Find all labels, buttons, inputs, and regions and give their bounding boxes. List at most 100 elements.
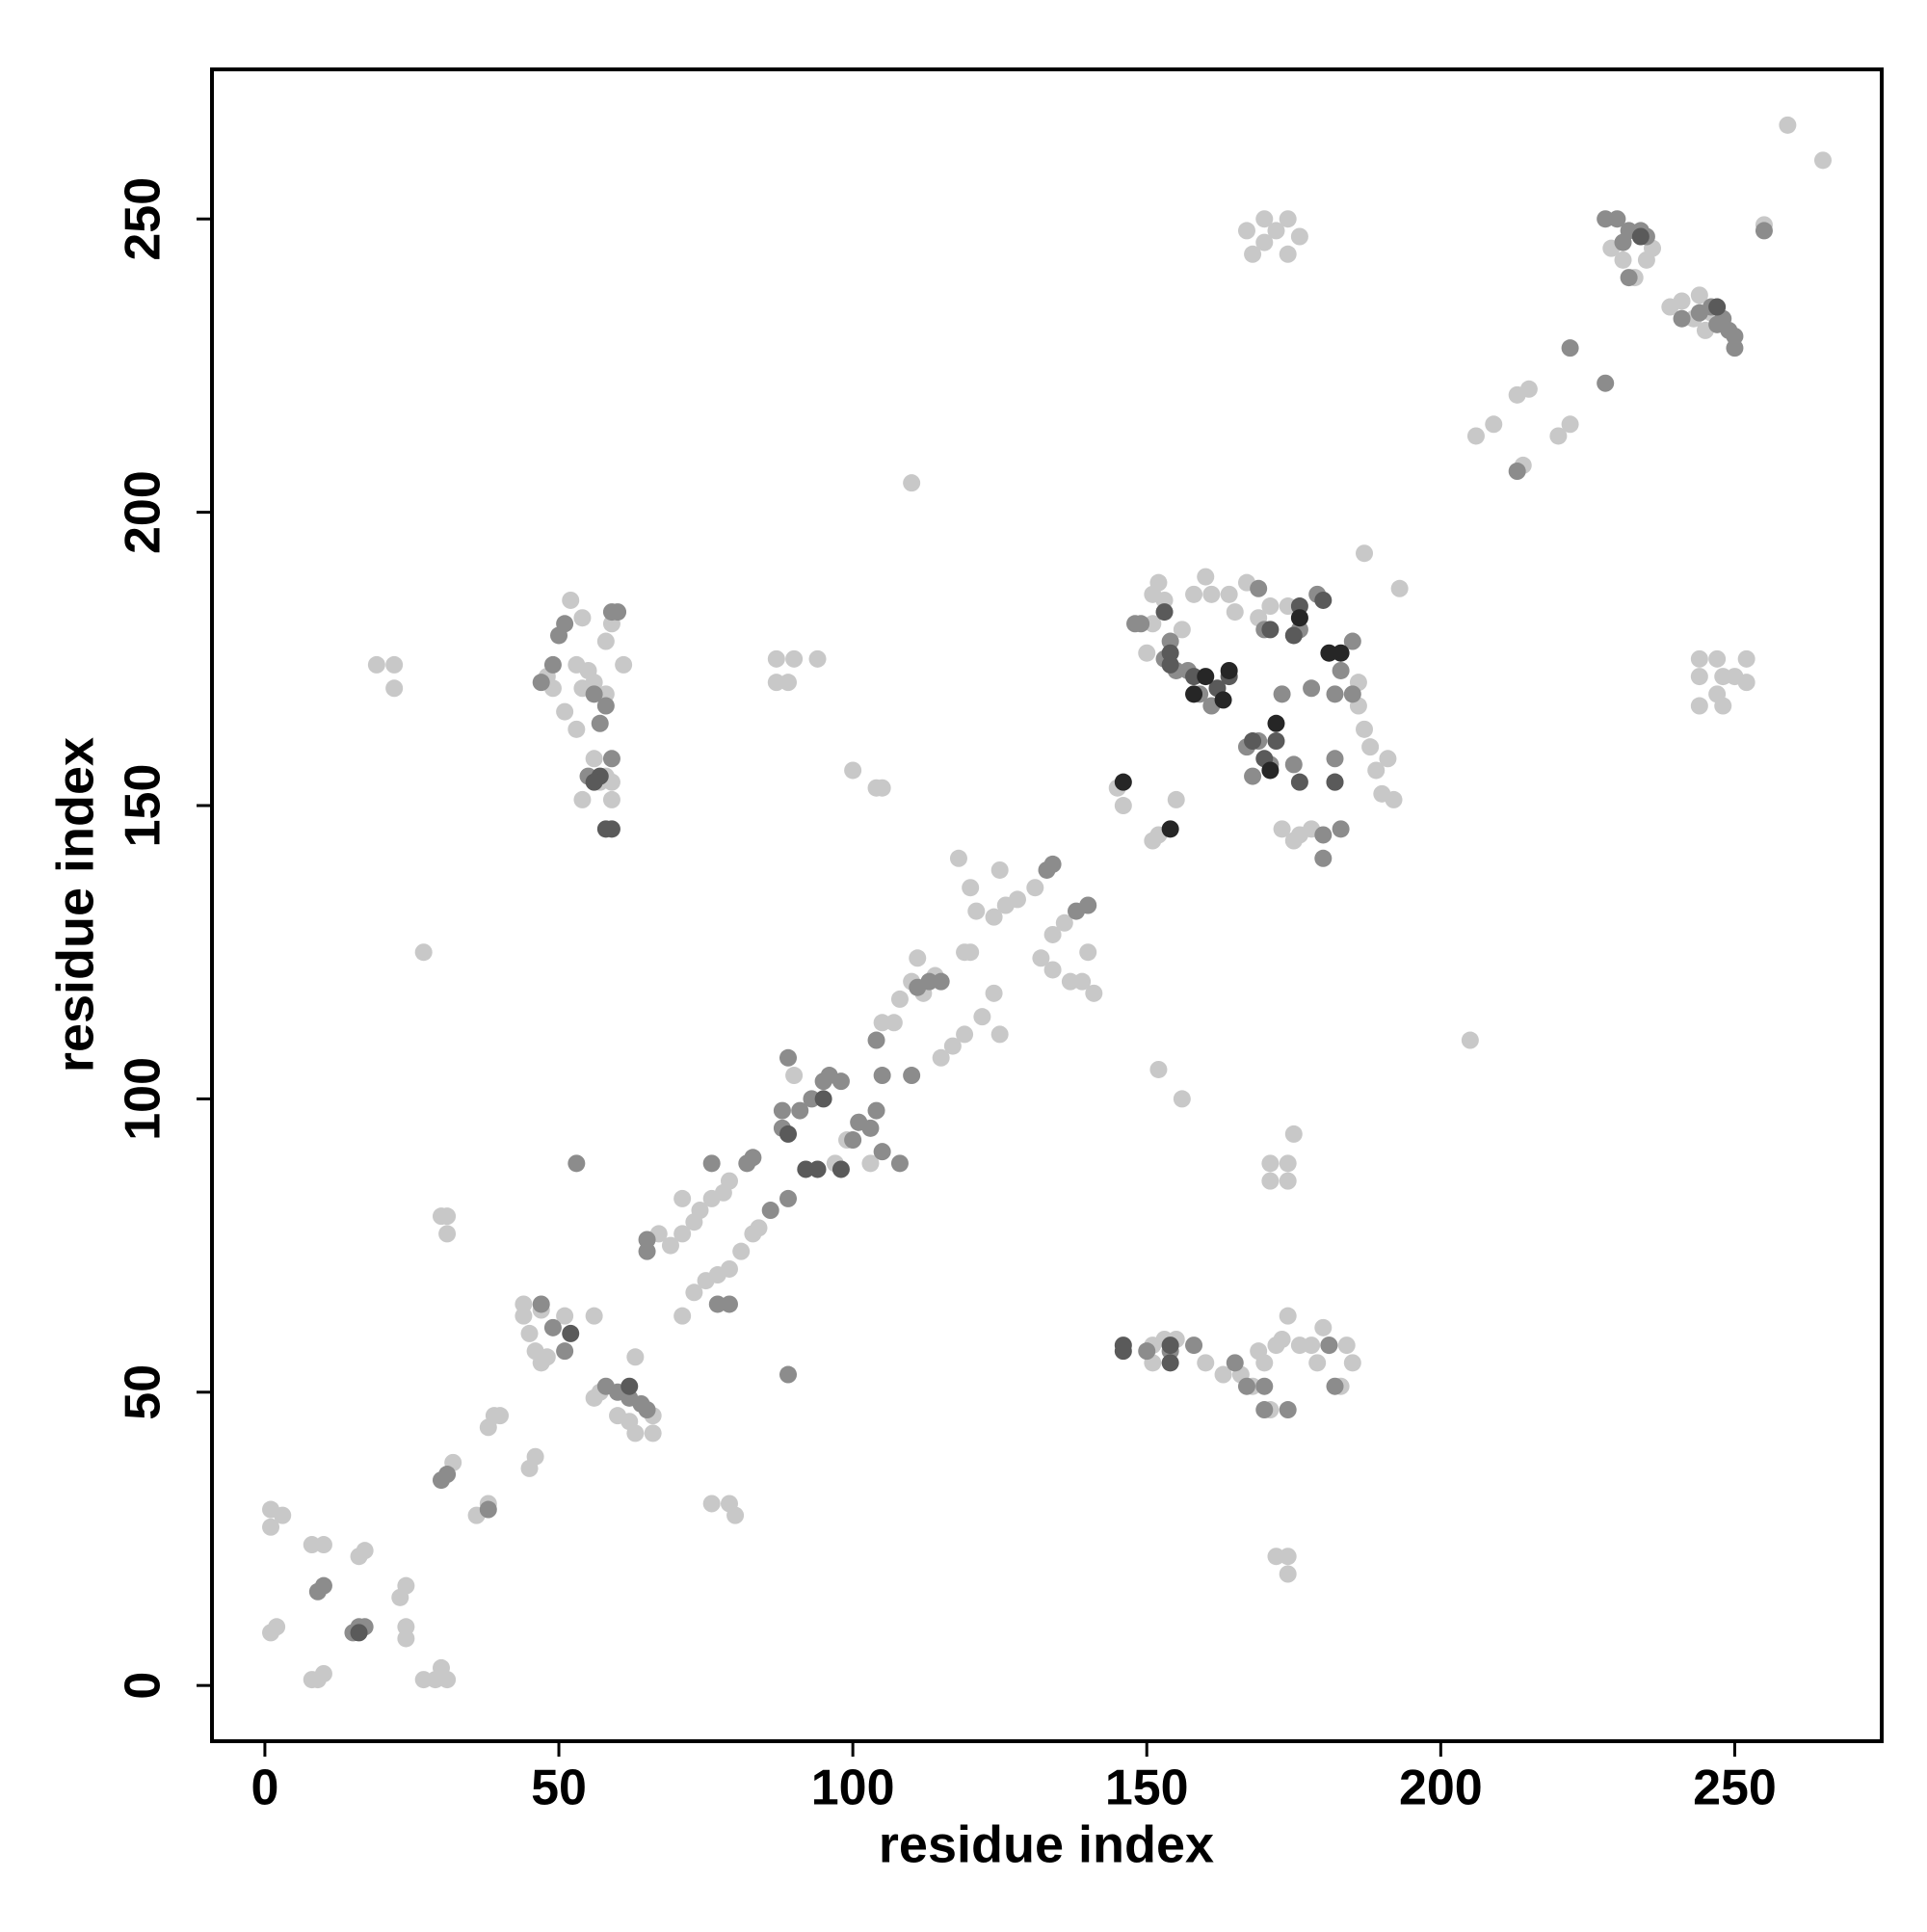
point	[585, 685, 603, 703]
point	[844, 1131, 862, 1150]
point	[949, 849, 967, 867]
point	[903, 1067, 921, 1085]
point	[543, 1318, 562, 1337]
point	[1149, 1060, 1168, 1078]
point	[1138, 644, 1156, 662]
point	[485, 1407, 503, 1425]
point	[556, 702, 574, 721]
point	[1043, 855, 1062, 873]
point	[615, 655, 633, 674]
point	[1261, 1172, 1280, 1190]
y-tick-label: 250	[116, 177, 172, 261]
point	[1508, 463, 1526, 481]
point	[1261, 597, 1280, 616]
point	[685, 1284, 703, 1302]
point	[1284, 1125, 1303, 1143]
point	[990, 1025, 1009, 1044]
point	[1214, 1365, 1232, 1384]
point	[779, 1189, 798, 1207]
point	[1237, 1377, 1255, 1395]
y-tick-label: 0	[116, 1672, 172, 1700]
x-tick-label: 100	[811, 1760, 895, 1816]
point	[585, 773, 603, 791]
point	[1813, 151, 1832, 170]
point	[1708, 649, 1727, 668]
point	[1161, 820, 1179, 838]
point	[609, 603, 627, 622]
point	[1356, 720, 1374, 738]
point	[1250, 579, 1268, 597]
point	[1461, 1031, 1479, 1049]
point	[943, 1037, 962, 1055]
point	[1343, 685, 1361, 703]
point	[1073, 972, 1092, 991]
point	[1279, 245, 1297, 263]
point	[808, 1160, 827, 1178]
point	[602, 820, 620, 838]
point	[1485, 415, 1503, 434]
point	[568, 1154, 586, 1173]
point	[1690, 649, 1708, 668]
point	[1708, 298, 1727, 316]
point	[1279, 1307, 1297, 1325]
point	[814, 1090, 832, 1108]
point	[538, 1348, 556, 1366]
point	[385, 655, 404, 674]
point	[767, 649, 785, 668]
point	[1197, 668, 1215, 686]
point	[1466, 427, 1485, 445]
point	[1314, 1318, 1333, 1337]
x-tick-label: 200	[1399, 1760, 1483, 1816]
point	[562, 1324, 580, 1342]
point	[962, 879, 980, 897]
point	[1244, 245, 1262, 263]
point	[973, 1008, 991, 1026]
point	[1273, 1330, 1291, 1348]
point	[873, 779, 891, 797]
point	[314, 1664, 332, 1682]
point	[779, 1365, 798, 1384]
point	[1273, 820, 1291, 838]
x-tick-label: 50	[531, 1760, 587, 1816]
point	[673, 1189, 692, 1207]
y-tick-label: 50	[116, 1364, 172, 1420]
point	[932, 972, 950, 991]
point	[438, 1225, 457, 1243]
point	[1320, 644, 1338, 662]
point	[1161, 655, 1179, 674]
point	[1314, 826, 1333, 844]
point	[620, 1377, 639, 1395]
point	[985, 908, 1003, 926]
point	[1737, 649, 1755, 668]
point	[720, 1172, 738, 1190]
point	[744, 1149, 762, 1167]
point	[1561, 339, 1579, 357]
point	[1608, 210, 1626, 228]
x-axis-label: residue index	[879, 1815, 1214, 1873]
point	[890, 990, 909, 1008]
point	[1737, 674, 1755, 692]
point	[750, 1219, 768, 1237]
point	[1255, 1354, 1274, 1372]
point	[791, 1101, 809, 1120]
point	[779, 1048, 798, 1067]
point	[808, 649, 827, 668]
point	[1690, 668, 1708, 686]
point	[596, 697, 615, 715]
point	[1197, 1354, 1215, 1372]
point	[526, 1447, 544, 1466]
point	[832, 1160, 850, 1178]
point	[1279, 1172, 1297, 1190]
point	[602, 750, 620, 768]
point	[1332, 661, 1350, 679]
point	[861, 1154, 880, 1173]
point	[596, 632, 615, 650]
point	[903, 474, 921, 492]
point	[1138, 1342, 1156, 1361]
point	[479, 1500, 497, 1519]
point	[1673, 292, 1691, 310]
point	[1132, 615, 1150, 633]
point	[909, 949, 927, 967]
point	[867, 1101, 885, 1120]
point	[573, 609, 592, 627]
